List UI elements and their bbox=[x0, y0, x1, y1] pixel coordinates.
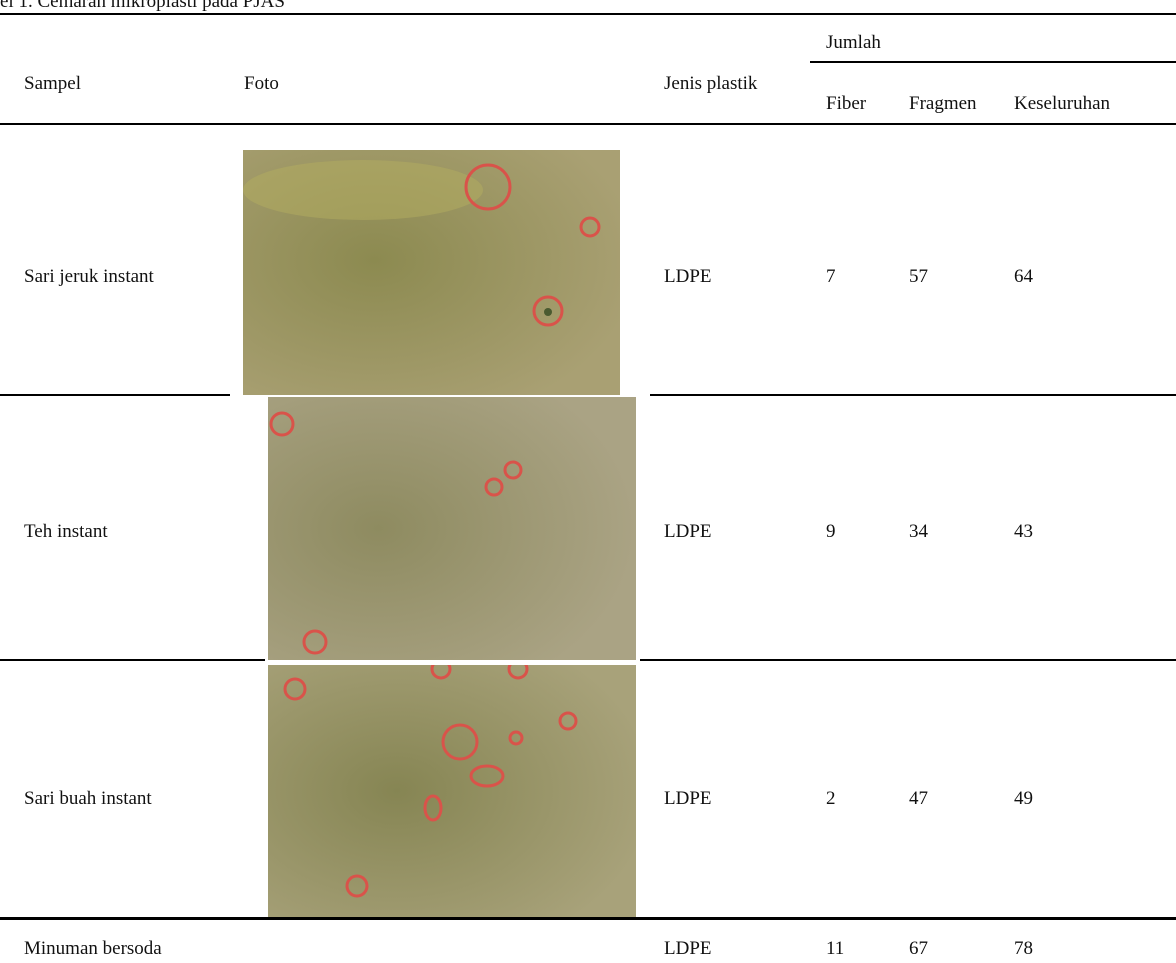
row-rule bbox=[0, 917, 1176, 920]
plastic-type: LDPE bbox=[664, 789, 712, 808]
fiber-count: 11 bbox=[826, 939, 844, 958]
total-count: 43 bbox=[1014, 522, 1033, 541]
top-rule bbox=[0, 13, 1176, 15]
row-rule bbox=[0, 394, 230, 396]
photo bbox=[243, 150, 620, 395]
fragment-count: 47 bbox=[909, 789, 928, 808]
header-rule bbox=[0, 123, 1176, 125]
total-count: 78 bbox=[1014, 939, 1033, 958]
header-jumlah: Jumlah bbox=[826, 33, 881, 52]
fiber-count: 9 bbox=[826, 522, 836, 541]
fiber-count: 7 bbox=[826, 267, 836, 286]
photo bbox=[268, 665, 636, 917]
sample-name: Sari buah instant bbox=[24, 789, 152, 808]
photo bbox=[268, 397, 636, 660]
plastic-type: LDPE bbox=[664, 522, 712, 541]
row-rule bbox=[0, 659, 265, 661]
header-sampel: Sampel bbox=[24, 74, 81, 93]
jumlah-rule bbox=[810, 61, 1176, 63]
sample-name: Minuman bersoda bbox=[24, 939, 162, 958]
header-keseluruhan: Keseluruhan bbox=[1014, 94, 1110, 113]
sample-name: Sari jeruk instant bbox=[24, 267, 154, 286]
caption: el 1. Cemaran mikroplasti pada PJAS bbox=[0, 0, 285, 11]
total-count: 64 bbox=[1014, 267, 1033, 286]
fiber-count: 2 bbox=[826, 789, 836, 808]
header-jenis: Jenis plastik bbox=[664, 74, 757, 93]
total-count: 49 bbox=[1014, 789, 1033, 808]
plastic-type: LDPE bbox=[664, 939, 712, 958]
plastic-type: LDPE bbox=[664, 267, 712, 286]
sample-name: Teh instant bbox=[24, 522, 108, 541]
fragment-count: 67 bbox=[909, 939, 928, 958]
fragment-count: 34 bbox=[909, 522, 928, 541]
row-rule bbox=[640, 659, 1176, 661]
page: el 1. Cemaran mikroplasti pada PJAS Juml… bbox=[0, 0, 1176, 963]
header-foto: Foto bbox=[244, 74, 279, 93]
fragment-count: 57 bbox=[909, 267, 928, 286]
header-fragmen: Fragmen bbox=[909, 94, 977, 113]
header-fiber: Fiber bbox=[826, 94, 866, 113]
row-rule bbox=[650, 394, 1176, 396]
